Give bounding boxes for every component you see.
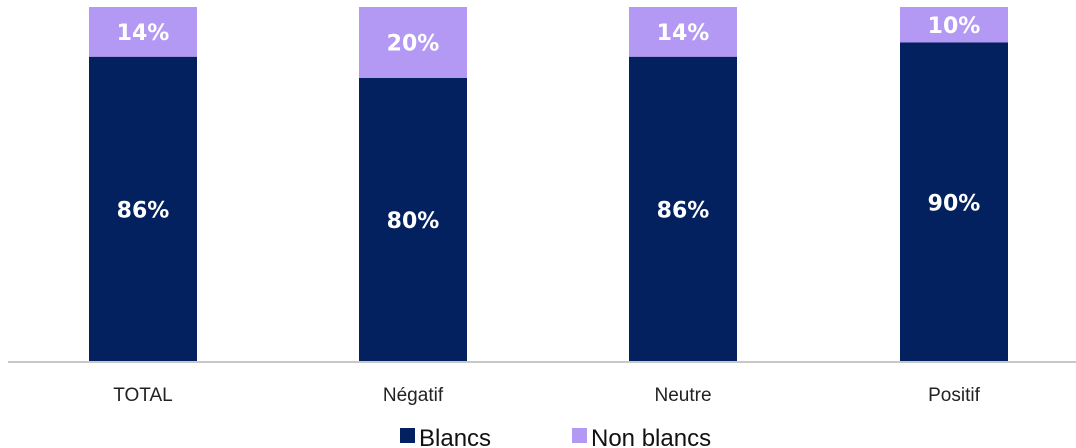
data-label-neutre-blancs: 86% xyxy=(657,198,710,223)
bar-labels-group: 86% 14% 80% 20% 86% 14% 90% 10% xyxy=(117,14,981,234)
bar-positif-non-blancs xyxy=(900,7,1008,43)
bar-negatif-non-blancs xyxy=(359,7,467,78)
legend-label-blancs: Blancs xyxy=(419,425,491,448)
data-label-total-non-blancs: 14% xyxy=(117,21,170,46)
bar-neutre-blancs xyxy=(629,56,737,362)
bars-group xyxy=(89,7,1008,362)
x-tick-total: TOTAL xyxy=(113,385,172,406)
bar-negatif-blancs xyxy=(359,78,467,362)
bar-neutre-non-blancs xyxy=(629,7,737,57)
legend: Blancs Non blancs xyxy=(400,425,711,448)
data-label-positif-blancs: 90% xyxy=(928,191,981,216)
legend-label-non-blancs: Non blancs xyxy=(591,425,711,448)
data-label-negatif-non-blancs: 20% xyxy=(387,32,440,57)
x-tick-neutre: Neutre xyxy=(654,385,711,406)
legend-swatch-non-blancs xyxy=(572,428,587,443)
data-label-negatif-blancs: 80% xyxy=(387,209,440,234)
bar-total-non-blancs xyxy=(89,7,197,57)
x-tick-negatif: Négatif xyxy=(383,385,444,406)
x-tick-positif: Positif xyxy=(928,385,980,406)
bar-total-blancs xyxy=(89,56,197,362)
data-label-neutre-non-blancs: 14% xyxy=(657,21,710,46)
bar-positif-blancs xyxy=(900,42,1008,362)
data-label-positif-non-blancs: 10% xyxy=(928,14,981,39)
legend-swatch-blancs xyxy=(400,428,415,443)
data-label-total-blancs: 86% xyxy=(117,198,170,223)
x-tick-labels: TOTAL Négatif Neutre Positif xyxy=(113,385,980,406)
